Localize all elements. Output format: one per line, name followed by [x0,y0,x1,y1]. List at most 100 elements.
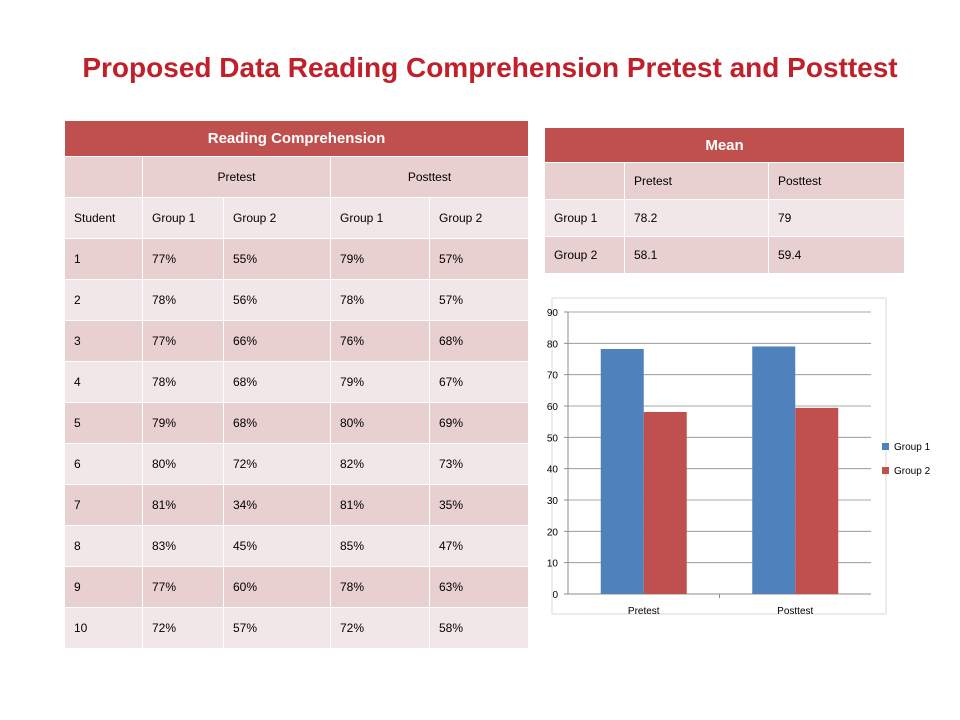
table-cell: 1 [64,238,143,280]
table-cell: 8 [64,525,143,567]
table-cell: 85% [330,525,430,567]
table-cell: 78% [330,279,430,321]
table-cell: 73% [428,443,530,485]
table-cell: 56% [223,279,331,321]
table-cell: 77% [142,320,224,362]
table-cell: Group 2 [544,236,625,274]
table-cell: 10 [64,607,143,649]
table-cell: 79% [330,238,430,280]
mean-table: Mean Pretest Posttest Group 1 78.2 79 Group 2… [543,127,906,274]
table-cell: 72% [330,607,430,649]
mean-table-row: Group 1 78.2 79 [544,199,906,237]
table-cell: 78% [142,361,224,403]
table-row: 1 77% 55% 79% 57% [64,238,530,280]
y-tick-label: 50 [547,433,559,444]
table-cell: 57% [223,607,331,649]
table-row: 3 77% 66% 76% 68% [64,320,530,362]
y-tick-label: 90 [547,308,559,319]
table-cell: 68% [223,361,331,403]
table-cell: 83% [142,525,224,567]
table-cell: 47% [428,525,530,567]
y-tick-label: 10 [547,559,559,570]
table-cell: 3 [64,320,143,362]
legend-swatch [882,467,889,474]
table-cell [544,162,625,200]
table-cell: 69% [428,402,530,444]
table-cell: 58% [428,607,530,649]
table-cell: 78% [330,566,430,608]
table-cell: 68% [223,402,331,444]
posttest-label: Posttest [329,156,530,198]
table-cell: 80% [142,443,224,485]
column-header-row: Student Group 1 Group 2 Group 1 Group 2 [64,197,530,239]
test-row-blank [64,156,143,198]
table-cell: 72% [223,443,331,485]
table-cell: Posttest [767,162,906,200]
table-cell: 5 [64,402,143,444]
table-cell: 78% [142,279,224,321]
table-cell: 63% [428,566,530,608]
table-cell: Group 1 [330,197,430,239]
mean-column-header-row: Pretest Posttest [544,162,906,200]
table-cell: Group 2 [428,197,530,239]
table-cell: 77% [142,566,224,608]
table-cell: 57% [428,279,530,321]
table-cell: 58.1 [624,236,769,274]
table-cell: Pretest [624,162,769,200]
y-tick-label: 20 [547,527,559,538]
table-row: 10 72% 57% 72% 58% [64,607,530,649]
table-row: 5 79% 68% 80% 69% [64,402,530,444]
reading-table-header: Reading Comprehension [63,120,530,157]
table-cell: 60% [223,566,331,608]
table-row: 6 80% 72% 82% 73% [64,443,530,485]
table-cell: 79% [142,402,224,444]
table-cell: 59.4 [767,236,906,274]
table-cell: 76% [330,320,430,362]
table-cell: 35% [428,484,530,526]
reading-comprehension-table: Reading Comprehension Pretest Posttest S… [63,120,530,649]
table-cell: Group 1 [544,199,625,237]
table-cell: 45% [223,525,331,567]
y-tick-label: 30 [547,496,559,507]
table-cell: 2 [64,279,143,321]
legend-label: Group 2 [894,466,931,477]
table-cell: 4 [64,361,143,403]
table-cell: 81% [142,484,224,526]
table-cell: 78.2 [624,199,769,237]
table-row: 7 81% 34% 81% 35% [64,484,530,526]
y-tick-label: 70 [547,371,559,382]
bar-group-1 [752,346,796,594]
y-tick-label: 40 [547,465,559,476]
table-cell: 81% [330,484,430,526]
table-cell: 7 [64,484,143,526]
table-cell: 57% [428,238,530,280]
table-cell: 67% [428,361,530,403]
table-cell: 79% [330,361,430,403]
mean-table-row: Group 2 58.1 59.4 [544,236,906,274]
table-cell: 55% [223,238,331,280]
bar-group-2 [643,411,687,594]
x-tick-label: Pretest [628,606,660,617]
mean-table-header: Mean [543,127,906,163]
table-cell: Student [64,197,143,239]
table-row: 4 78% 68% 79% 67% [64,361,530,403]
table-row: 2 78% 56% 78% 57% [64,279,530,321]
table-cell: 72% [142,607,224,649]
table-cell: 66% [223,320,331,362]
table-row: 8 83% 45% 85% 47% [64,525,530,567]
table-cell: 82% [330,443,430,485]
y-tick-label: 60 [547,402,559,413]
mean-bar-chart: 0 10 20 30 40 50 60 70 80 90 Pretest Posttest Group … [537,296,957,636]
table-cell: 6 [64,443,143,485]
pretest-label: Pretest [142,156,331,198]
y-tick-label: 0 [552,590,558,601]
table-cell: 79 [767,199,906,237]
table-row: 9 77% 60% 78% 63% [64,566,530,608]
test-row: Pretest Posttest [64,156,530,198]
y-tick-label: 80 [547,339,559,350]
table-cell: 9 [64,566,143,608]
bar-group-1 [600,348,644,594]
x-tick-label: Posttest [777,606,813,617]
slide-title: Proposed Data Reading Comprehension Pret… [82,52,898,83]
legend-swatch [882,443,889,450]
